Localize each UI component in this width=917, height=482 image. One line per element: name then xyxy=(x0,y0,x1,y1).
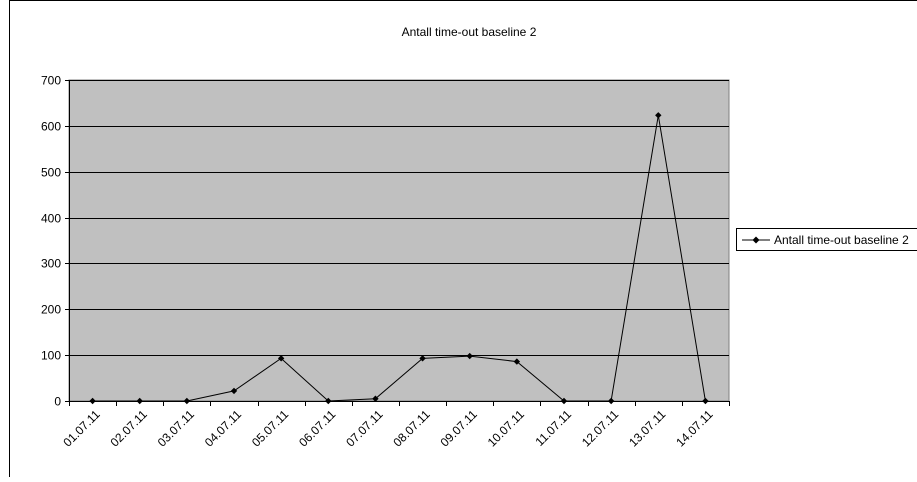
y-tick-label: 500 xyxy=(41,166,61,180)
y-tick-label: 300 xyxy=(41,257,61,271)
y-tick-label: 700 xyxy=(41,74,61,88)
chart-title: Antall time-out baseline 2 xyxy=(402,25,537,39)
plot-area xyxy=(69,80,729,401)
legend-label: Antall time-out baseline 2 xyxy=(774,233,909,247)
y-tick-label: 100 xyxy=(41,349,61,363)
legend: Antall time-out baseline 2 xyxy=(737,229,917,251)
y-tick-label: 0 xyxy=(54,395,61,409)
y-tick-label: 600 xyxy=(41,120,61,134)
y-tick-label: 200 xyxy=(41,303,61,317)
y-tick-label: 400 xyxy=(41,212,61,226)
